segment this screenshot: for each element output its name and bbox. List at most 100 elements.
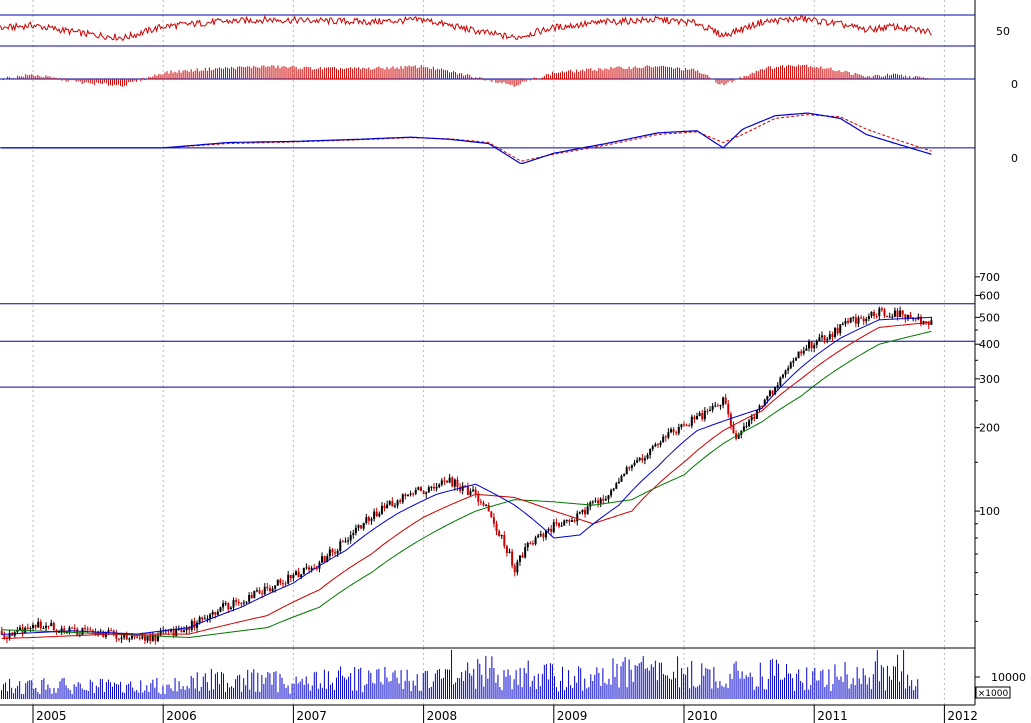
x-tick-label: 2008: [427, 709, 458, 723]
candle-body: [761, 405, 764, 407]
candle-body: [378, 513, 381, 517]
candle-body: [201, 617, 204, 620]
candle-body: [802, 350, 805, 354]
candle-body: [245, 601, 248, 603]
candle-body: [159, 631, 162, 636]
candle-body: [688, 425, 691, 427]
price-tick-600: 600: [979, 289, 1000, 302]
candle-body: [492, 517, 495, 524]
candle-body: [813, 344, 816, 349]
candle-body: [258, 590, 261, 594]
candle-body: [880, 308, 883, 310]
x-tick-label: 2009: [557, 709, 588, 723]
candle-body: [669, 429, 672, 433]
price-tick-200: 200: [979, 422, 1000, 435]
candle-body: [524, 547, 527, 558]
candle-body: [886, 315, 889, 317]
candle-body: [180, 628, 183, 633]
candle-body: [433, 486, 436, 489]
candle-body: [526, 543, 529, 548]
candle-body: [732, 425, 735, 434]
candle-body: [659, 442, 662, 445]
candle-body: [232, 600, 235, 608]
candle-body: [576, 513, 579, 522]
candle-body: [360, 525, 363, 529]
candle-body: [365, 517, 368, 523]
candle-body: [836, 327, 839, 334]
candle-body: [849, 317, 852, 323]
candle-body: [604, 499, 607, 501]
candle-body: [498, 531, 501, 537]
candle-body: [552, 522, 555, 532]
candle-body: [815, 340, 818, 345]
candle-body: [255, 590, 258, 592]
candle-body: [599, 498, 602, 504]
candle-body: [52, 622, 55, 631]
candle-body: [495, 523, 498, 532]
momentum-tick-0: 0: [1011, 78, 1018, 91]
candle-body: [0, 630, 3, 635]
candle-body: [547, 528, 550, 531]
candle-body: [571, 520, 574, 522]
candle-body: [451, 477, 454, 487]
candle-body: [810, 341, 813, 349]
candle-body: [685, 425, 688, 427]
candle-body: [281, 583, 284, 585]
candle-body: [612, 488, 615, 491]
candle-body: [620, 475, 623, 482]
candle-body: [237, 601, 240, 604]
candle-body: [677, 427, 680, 434]
candle-body: [727, 403, 730, 415]
candle-body: [724, 397, 727, 404]
candle-body: [729, 414, 732, 426]
candle-body: [696, 415, 699, 420]
candle-body: [146, 636, 149, 641]
candle-body: [914, 318, 917, 320]
candle-body: [409, 493, 412, 495]
chart-marks: [0, 14, 975, 699]
candle-body: [315, 568, 318, 570]
candle-body: [792, 360, 795, 363]
candle-body: [32, 624, 34, 628]
candle-body: [242, 602, 245, 604]
candle-body: [584, 509, 587, 515]
candle-body: [425, 492, 428, 495]
candle-body: [414, 489, 417, 494]
candle-body: [128, 638, 131, 640]
candle-body: [906, 314, 909, 320]
candle-body: [235, 600, 238, 602]
candle-body: [873, 312, 876, 317]
candle-body: [188, 627, 191, 630]
candle-body: [339, 541, 342, 551]
candle-body: [464, 485, 467, 487]
candle-body: [591, 501, 594, 503]
candle-body: [633, 462, 636, 466]
axis-labels: 2005 2006 2007 2008 2009 2010 2011 201250007006…: [36, 25, 1026, 723]
candle-body: [518, 555, 521, 562]
candle-body: [211, 611, 214, 615]
candle-body: [302, 568, 305, 575]
candle-body: [271, 588, 274, 592]
candle-body: [45, 625, 48, 629]
candle-body: [521, 555, 524, 558]
candle-body: [883, 309, 886, 316]
ma-short-line: [1, 316, 932, 635]
candle-body: [870, 312, 873, 317]
candle-body: [542, 533, 545, 538]
candle-body: [253, 590, 256, 598]
candle-body: [794, 358, 797, 361]
candle-body: [300, 574, 303, 578]
macd-line: [1, 112, 932, 165]
candle-body: [344, 541, 347, 543]
candle-body: [490, 511, 493, 518]
candle-body: [334, 552, 337, 554]
candle-body: [662, 436, 665, 443]
candle-body: [742, 426, 745, 431]
candle-body: [477, 493, 480, 502]
candle-body: [248, 594, 251, 602]
price-tick-500: 500: [979, 311, 1000, 324]
candle-body: [229, 607, 232, 610]
candle-body: [292, 574, 295, 579]
axes: [0, 0, 976, 706]
